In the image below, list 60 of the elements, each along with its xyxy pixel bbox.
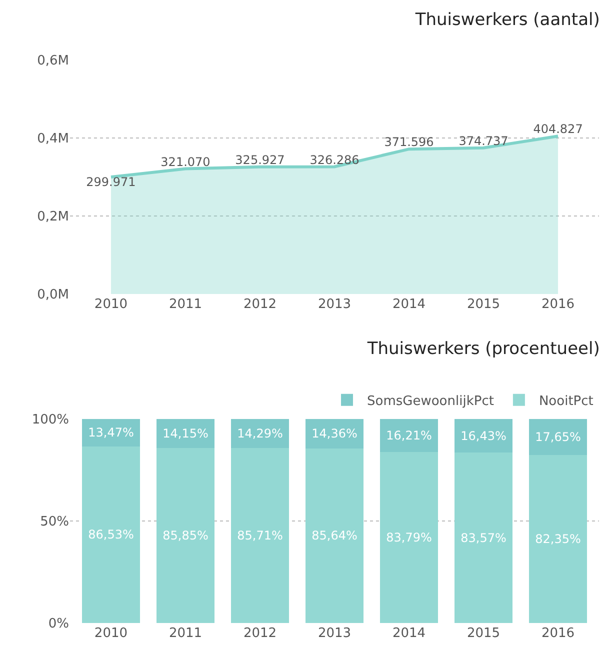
data-label: 325.927	[235, 152, 285, 167]
x-tick-label: 2016	[541, 297, 575, 312]
x-tick-label: 2010	[94, 626, 128, 641]
x-tick-label: 2016	[541, 626, 575, 641]
data-label: 371.596	[384, 135, 434, 150]
legend-label: SomsGewoonlijkPct	[367, 394, 494, 409]
x-tick-label: 2012	[243, 297, 277, 312]
x-tick-label: 2015	[466, 626, 500, 641]
data-label: 83,57%	[460, 530, 506, 545]
y-tick-label: 0,2M	[37, 210, 69, 225]
data-label: 14,15%	[162, 426, 208, 440]
data-label: 14,29%	[237, 426, 283, 441]
x-tick-label: 2012	[243, 626, 277, 641]
x-tick-label: 2011	[168, 297, 202, 312]
bar	[82, 419, 140, 446]
x-tick-label: 2010	[94, 297, 128, 312]
bar	[82, 446, 140, 623]
bar	[305, 448, 364, 623]
bar	[230, 419, 290, 448]
data-label: 86,53%	[88, 528, 134, 542]
data-label: 13,47%	[88, 426, 134, 440]
y-tick-label: 0,4M	[37, 132, 69, 147]
bar	[380, 452, 438, 623]
data-label: 16,43%	[460, 428, 506, 443]
y-tick-label: 50%	[40, 514, 69, 530]
data-label: 85,64%	[312, 528, 358, 543]
x-tick-label: 2013	[318, 297, 352, 312]
data-label: 85,71%	[237, 528, 283, 543]
bar	[454, 419, 513, 453]
bar	[528, 419, 588, 456]
y-tick-label: 0%	[48, 616, 69, 632]
bar	[156, 419, 215, 448]
x-tick-label: 2013	[318, 626, 352, 641]
data-label: 14,36%	[312, 426, 358, 441]
y-tick-label: 100%	[32, 412, 69, 428]
legend-label: NooitPct	[538, 394, 594, 409]
data-label: 85,85%	[162, 528, 208, 542]
bar	[305, 419, 364, 448]
bar	[380, 419, 438, 452]
bar	[528, 455, 588, 623]
chart-title: Thuiswerkers (aantal)	[414, 10, 600, 30]
data-label: 374.737	[458, 134, 508, 148]
data-label: 321.070	[160, 154, 210, 169]
x-tick-label: 2014	[392, 626, 426, 641]
x-tick-label: 2014	[392, 297, 426, 312]
data-label: 326.286	[310, 152, 360, 167]
chart-title: Thuiswerkers (procentueel)	[366, 339, 600, 360]
data-label: 82,35%	[535, 532, 581, 546]
data-label: 83,79%	[386, 530, 432, 545]
x-tick-label: 2011	[168, 626, 202, 641]
data-label: 16,21%	[386, 428, 432, 443]
y-tick-label: 0,6M	[37, 54, 69, 69]
data-label: 17,65%	[535, 430, 581, 444]
y-tick-label: 0,0M	[37, 288, 69, 303]
data-label: 404.827	[533, 122, 583, 136]
bar	[230, 448, 290, 623]
bar	[156, 448, 215, 623]
x-tick-label: 2015	[466, 297, 500, 312]
bar	[454, 452, 513, 623]
data-label: 299.971	[86, 175, 136, 190]
